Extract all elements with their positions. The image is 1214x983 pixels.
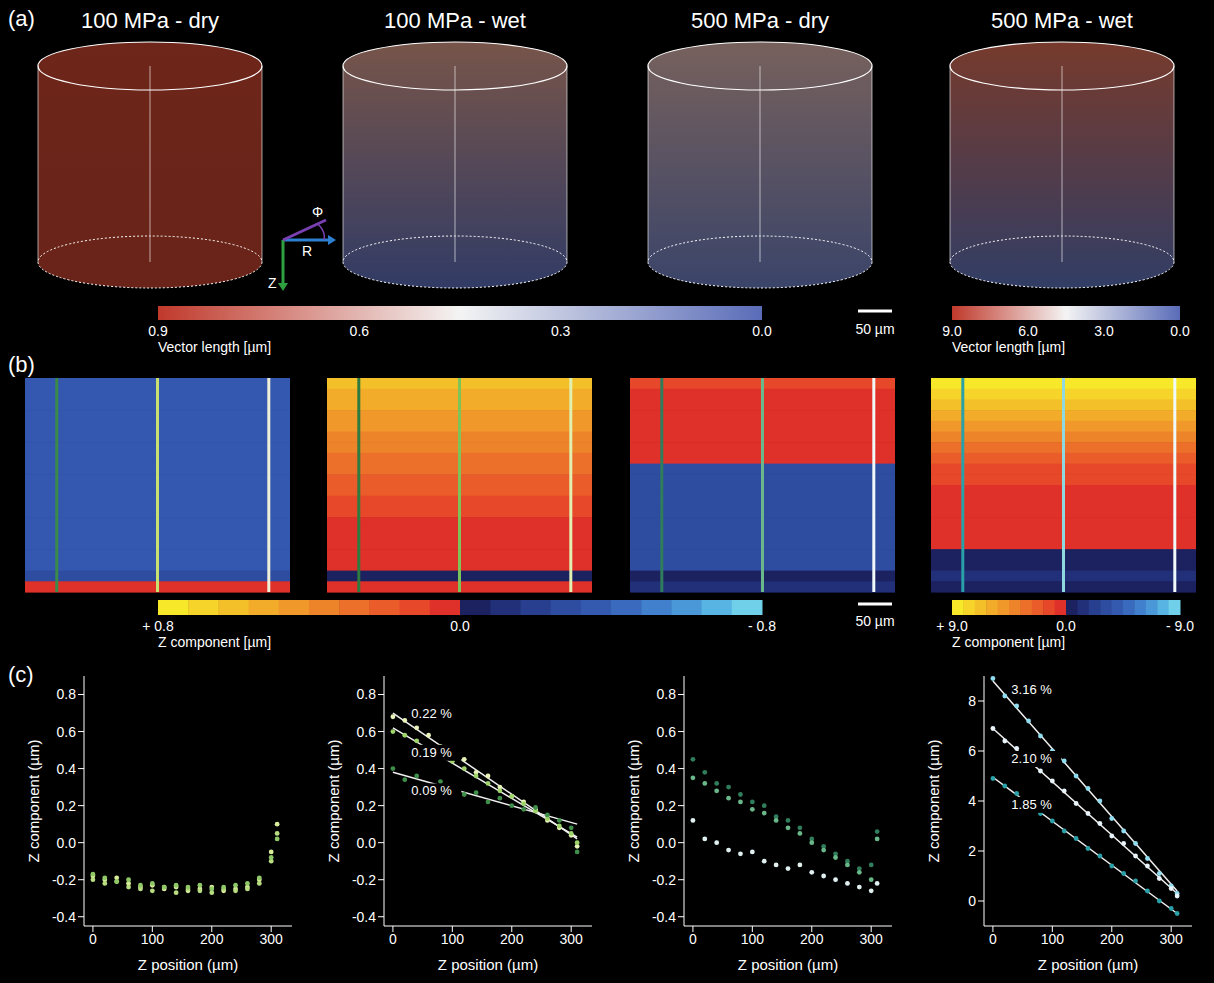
svg-text:- 0.8: - 0.8 bbox=[748, 618, 776, 634]
svg-text:Φ: Φ bbox=[312, 204, 323, 220]
svg-text:0.2: 0.2 bbox=[657, 798, 677, 814]
svg-text:0: 0 bbox=[968, 893, 976, 909]
svg-text:300: 300 bbox=[260, 931, 284, 947]
svg-text:+ 9.0: + 9.0 bbox=[936, 618, 968, 634]
svg-text:0.6: 0.6 bbox=[350, 323, 370, 339]
svg-text:100 MPa - dry: 100 MPa - dry bbox=[81, 8, 219, 33]
svg-text:0.4: 0.4 bbox=[57, 761, 77, 777]
svg-text:100: 100 bbox=[1041, 931, 1065, 947]
svg-text:Z: Z bbox=[268, 275, 277, 291]
svg-text:0.0: 0.0 bbox=[357, 835, 377, 851]
svg-text:-0.4: -0.4 bbox=[52, 909, 76, 925]
svg-text:Z component (µm): Z component (µm) bbox=[625, 740, 642, 863]
svg-text:3.0: 3.0 bbox=[1094, 323, 1114, 339]
svg-text:R: R bbox=[302, 243, 312, 259]
svg-text:Z position (µm): Z position (µm) bbox=[438, 956, 538, 973]
svg-text:Z position (µm): Z position (µm) bbox=[1038, 956, 1138, 973]
svg-text:3.16 %: 3.16 % bbox=[1011, 682, 1052, 697]
svg-text:200: 200 bbox=[1100, 931, 1124, 947]
svg-text:Vector length [µm]: Vector length [µm] bbox=[952, 339, 1065, 355]
svg-text:50 µm: 50 µm bbox=[855, 613, 894, 629]
svg-text:Z component [µm]: Z component [µm] bbox=[158, 634, 271, 650]
svg-text:100: 100 bbox=[741, 931, 765, 947]
svg-text:4: 4 bbox=[968, 793, 976, 809]
svg-text:0.2: 0.2 bbox=[357, 798, 377, 814]
svg-text:0: 0 bbox=[989, 931, 997, 947]
svg-text:0.9: 0.9 bbox=[148, 323, 168, 339]
svg-text:Z position (µm): Z position (µm) bbox=[138, 956, 238, 973]
svg-text:50 µm: 50 µm bbox=[855, 321, 894, 337]
svg-text:9.0: 9.0 bbox=[942, 323, 962, 339]
svg-text:200: 200 bbox=[200, 931, 224, 947]
svg-text:0.0: 0.0 bbox=[450, 618, 470, 634]
svg-text:- 9.0: - 9.0 bbox=[1166, 618, 1194, 634]
svg-text:0.8: 0.8 bbox=[657, 686, 677, 702]
svg-text:Z position (µm): Z position (µm) bbox=[738, 956, 838, 973]
svg-text:0.4: 0.4 bbox=[657, 761, 677, 777]
svg-text:6: 6 bbox=[968, 743, 976, 759]
svg-text:0.0: 0.0 bbox=[1170, 323, 1190, 339]
svg-text:2: 2 bbox=[968, 843, 976, 859]
svg-text:Z component (µm): Z component (µm) bbox=[25, 740, 42, 863]
svg-text:0.0: 0.0 bbox=[57, 835, 77, 851]
svg-text:0.3: 0.3 bbox=[551, 323, 571, 339]
svg-text:-0.4: -0.4 bbox=[352, 909, 376, 925]
svg-text:100 MPa - wet: 100 MPa - wet bbox=[384, 8, 526, 33]
svg-text:0.0: 0.0 bbox=[1056, 618, 1076, 634]
svg-text:200: 200 bbox=[500, 931, 524, 947]
svg-text:Z component (µm): Z component (µm) bbox=[925, 740, 942, 863]
svg-text:Z component [µm]: Z component [µm] bbox=[952, 634, 1065, 650]
svg-text:0.0: 0.0 bbox=[752, 323, 772, 339]
svg-text:-0.4: -0.4 bbox=[652, 909, 676, 925]
svg-text:0.22 %: 0.22 % bbox=[411, 706, 452, 721]
svg-text:-0.2: -0.2 bbox=[652, 872, 676, 888]
svg-text:0: 0 bbox=[389, 931, 397, 947]
svg-text:0.0: 0.0 bbox=[657, 835, 677, 851]
svg-text:0.6: 0.6 bbox=[57, 724, 77, 740]
svg-text:1.85 %: 1.85 % bbox=[1011, 797, 1052, 812]
svg-text:300: 300 bbox=[560, 931, 584, 947]
svg-text:0: 0 bbox=[89, 931, 97, 947]
svg-text:(a): (a) bbox=[8, 6, 35, 31]
svg-text:0.09 %: 0.09 % bbox=[411, 783, 452, 798]
svg-text:0: 0 bbox=[689, 931, 697, 947]
svg-text:0.19 %: 0.19 % bbox=[411, 745, 452, 760]
svg-text:100: 100 bbox=[441, 931, 465, 947]
svg-text:2.10 %: 2.10 % bbox=[1011, 751, 1052, 766]
svg-text:500 MPa - wet: 500 MPa - wet bbox=[991, 8, 1133, 33]
svg-text:6.0: 6.0 bbox=[1018, 323, 1038, 339]
svg-text:0.4: 0.4 bbox=[357, 761, 377, 777]
svg-text:(c): (c) bbox=[8, 662, 34, 687]
svg-text:300: 300 bbox=[860, 931, 884, 947]
svg-text:300: 300 bbox=[1160, 931, 1184, 947]
svg-text:0.6: 0.6 bbox=[657, 724, 677, 740]
svg-text:-0.2: -0.2 bbox=[352, 872, 376, 888]
svg-text:8: 8 bbox=[968, 693, 976, 709]
svg-text:Z component (µm): Z component (µm) bbox=[325, 740, 342, 863]
svg-text:+ 0.8: + 0.8 bbox=[142, 618, 174, 634]
svg-text:-0.2: -0.2 bbox=[52, 872, 76, 888]
svg-text:100: 100 bbox=[141, 931, 165, 947]
svg-text:200: 200 bbox=[800, 931, 824, 947]
svg-text:0.8: 0.8 bbox=[57, 686, 77, 702]
svg-text:Vector length [µm]: Vector length [µm] bbox=[158, 339, 271, 355]
svg-text:0.2: 0.2 bbox=[57, 798, 77, 814]
svg-text:0.6: 0.6 bbox=[357, 724, 377, 740]
svg-text:0.8: 0.8 bbox=[357, 686, 377, 702]
svg-text:(b): (b) bbox=[8, 352, 35, 377]
svg-text:500 MPa - dry: 500 MPa - dry bbox=[691, 8, 829, 33]
